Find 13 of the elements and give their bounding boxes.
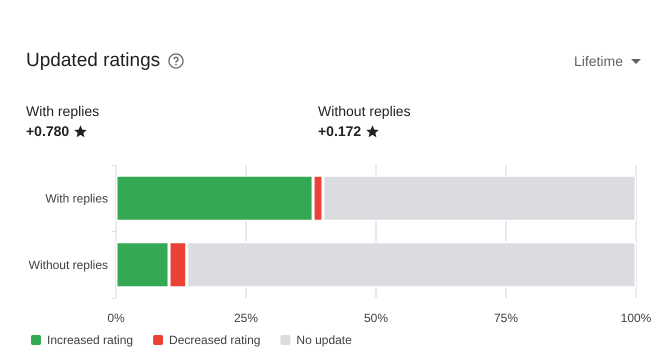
text: Without replies [318, 103, 411, 119]
text: +0.780 [26, 123, 70, 139]
x-tick-label: 50% [364, 311, 388, 325]
chart-title: Updated ratings [26, 50, 160, 72]
x-tick-label: 0% [107, 311, 125, 325]
text: +0.172 [318, 123, 362, 139]
text: Lifetime [574, 53, 623, 69]
legend-label: Decreased rating [169, 333, 260, 347]
x-tick-label: 100% [620, 311, 652, 325]
x-tick-label: 75% [494, 311, 518, 325]
legend-label: Increased rating [47, 333, 134, 347]
x-tick-label: 25% [234, 311, 258, 325]
legend-label: No update [296, 333, 352, 347]
